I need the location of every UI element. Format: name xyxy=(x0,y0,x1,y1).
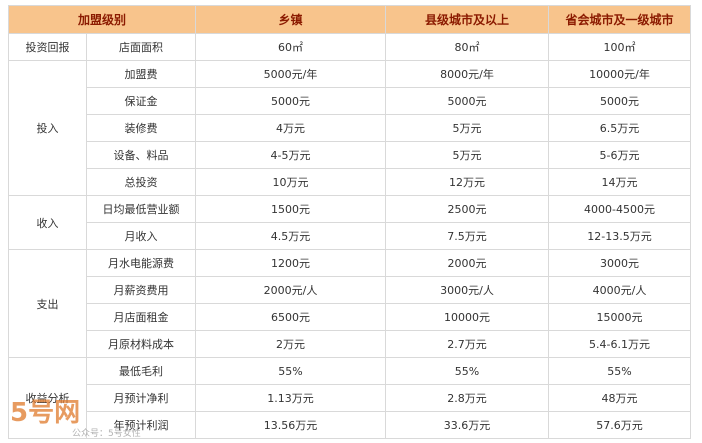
item-cell: 设备、料品 xyxy=(86,141,196,169)
franchise-table: 加盟级别 乡镇 县级城市及以上 省会城市及一级城市 投资回报 店面面积 60㎡ 80㎡ 10… xyxy=(8,5,691,439)
table-row: 总投资 10万元 12万元 14万元 xyxy=(9,168,691,196)
item-cell: 月店面租金 xyxy=(86,303,196,331)
item-cell: 最低毛利 xyxy=(86,357,196,385)
value-cell: 12万元 xyxy=(385,168,549,196)
value-cell: 15000元 xyxy=(548,303,691,331)
value-cell: 10万元 xyxy=(195,168,386,196)
value-cell: 1500元 xyxy=(195,195,386,223)
group-cell: 支出 xyxy=(8,249,87,358)
item-cell: 年预计利润 xyxy=(86,411,196,439)
value-cell: 5000元 xyxy=(195,87,386,115)
watermark: 5号网 公众号：5号女性 xyxy=(10,392,141,439)
value-cell: 33.6万元 xyxy=(385,411,549,439)
value-cell: 6500元 xyxy=(195,303,386,331)
value-cell: 2500元 xyxy=(385,195,549,223)
value-cell: 5万元 xyxy=(385,141,549,169)
item-cell: 月薪资费用 xyxy=(86,276,196,304)
item-cell: 店面面积 xyxy=(86,33,196,61)
value-cell: 8000元/年 xyxy=(385,60,549,88)
value-cell: 55% xyxy=(385,357,549,385)
watermark-caption: 公众号：5号女性 xyxy=(72,429,141,439)
value-cell: 5000元 xyxy=(385,87,549,115)
table-row: 支出 月水电能源费 1200元 2000元 3000元 xyxy=(8,249,691,358)
table-row: 投资回报 店面面积 60㎡ 80㎡ 100㎡ xyxy=(8,33,691,61)
table-row: 月原材料成本 2万元 2.7万元 5.4-6.1万元 xyxy=(9,330,691,358)
value-cell: 5.4-6.1万元 xyxy=(548,330,691,358)
value-cell: 10000元/年 xyxy=(548,60,691,88)
value-cell: 5万元 xyxy=(385,114,549,142)
table-row: 保证金 5000元 5000元 5000元 xyxy=(9,87,691,115)
table-row: 收入 日均最低营业额 1500元 2500元 4000-4500元 xyxy=(8,195,691,250)
table-row: 收益分析 最低毛利 55% 55% 55% xyxy=(8,357,691,439)
value-cell: 1200元 xyxy=(195,249,386,277)
header-cell: 乡镇 xyxy=(195,5,386,34)
value-cell: 55% xyxy=(195,357,386,385)
value-cell: 60㎡ xyxy=(195,33,386,61)
value-cell: 12-13.5万元 xyxy=(548,222,691,250)
value-cell: 4000-4500元 xyxy=(548,195,691,223)
value-cell: 2000元 xyxy=(385,249,549,277)
item-cell: 月原材料成本 xyxy=(86,330,196,358)
value-cell: 3000元 xyxy=(548,249,691,277)
value-cell: 1.13万元 xyxy=(195,384,386,412)
table-row: 月店面租金 6500元 10000元 15000元 xyxy=(9,303,691,331)
item-cell: 月水电能源费 xyxy=(86,249,196,277)
header-row: 加盟级别 乡镇 县级城市及以上 省会城市及一级城市 xyxy=(8,5,691,34)
item-cell: 月收入 xyxy=(86,222,196,250)
value-cell: 80㎡ xyxy=(385,33,549,61)
value-cell: 14万元 xyxy=(548,168,691,196)
value-cell: 10000元 xyxy=(385,303,549,331)
table-row: 年预计利润 13.56万元 33.6万元 57.6万元 xyxy=(9,411,691,439)
item-cell: 装修费 xyxy=(86,114,196,142)
group-cell: 收入 xyxy=(8,195,87,250)
value-cell: 2.8万元 xyxy=(385,384,549,412)
watermark-logo: 5号网 xyxy=(10,398,81,428)
table-row: 投入 加盟费 5000元/年 8000元/年 10000元/年 xyxy=(8,60,691,196)
item-cell: 月预计净利 xyxy=(86,384,196,412)
item-cell: 总投资 xyxy=(86,168,196,196)
value-cell: 48万元 xyxy=(548,384,691,412)
table-row: 月预计净利 1.13万元 2.8万元 48万元 xyxy=(9,384,691,412)
header-cell: 省会城市及一级城市 xyxy=(548,5,691,34)
header-cell: 加盟级别 xyxy=(8,5,196,34)
value-cell: 4万元 xyxy=(195,114,386,142)
header-cell: 县级城市及以上 xyxy=(385,5,549,34)
value-cell: 5000元 xyxy=(548,87,691,115)
item-cell: 保证金 xyxy=(86,87,196,115)
table-row: 设备、料品 4-5万元 5万元 5-6万元 xyxy=(9,141,691,169)
value-cell: 5000元/年 xyxy=(195,60,386,88)
table-body: 投资回报 店面面积 60㎡ 80㎡ 100㎡ 投入 加盟费 5000元/年 8000元/年 100… xyxy=(8,33,691,439)
value-cell: 5-6万元 xyxy=(548,141,691,169)
value-cell: 55% xyxy=(548,357,691,385)
value-cell: 7.5万元 xyxy=(385,222,549,250)
value-cell: 3000元/人 xyxy=(385,276,549,304)
value-cell: 2000元/人 xyxy=(195,276,386,304)
value-cell: 100㎡ xyxy=(548,33,691,61)
item-cell: 加盟费 xyxy=(86,60,196,88)
value-cell: 57.6万元 xyxy=(548,411,691,439)
group-cell: 收益分析 xyxy=(8,357,87,439)
table-row: 月收入 4.5万元 7.5万元 12-13.5万元 xyxy=(9,222,691,250)
value-cell: 4-5万元 xyxy=(195,141,386,169)
group-cell: 投入 xyxy=(8,60,87,196)
value-cell: 2.7万元 xyxy=(385,330,549,358)
group-cell: 投资回报 xyxy=(8,33,87,61)
value-cell: 2万元 xyxy=(195,330,386,358)
value-cell: 4.5万元 xyxy=(195,222,386,250)
value-cell: 13.56万元 xyxy=(195,411,386,439)
item-cell: 日均最低营业额 xyxy=(86,195,196,223)
table-row: 装修费 4万元 5万元 6.5万元 xyxy=(9,114,691,142)
table-row: 月薪资费用 2000元/人 3000元/人 4000元/人 xyxy=(9,276,691,304)
value-cell: 4000元/人 xyxy=(548,276,691,304)
value-cell: 6.5万元 xyxy=(548,114,691,142)
